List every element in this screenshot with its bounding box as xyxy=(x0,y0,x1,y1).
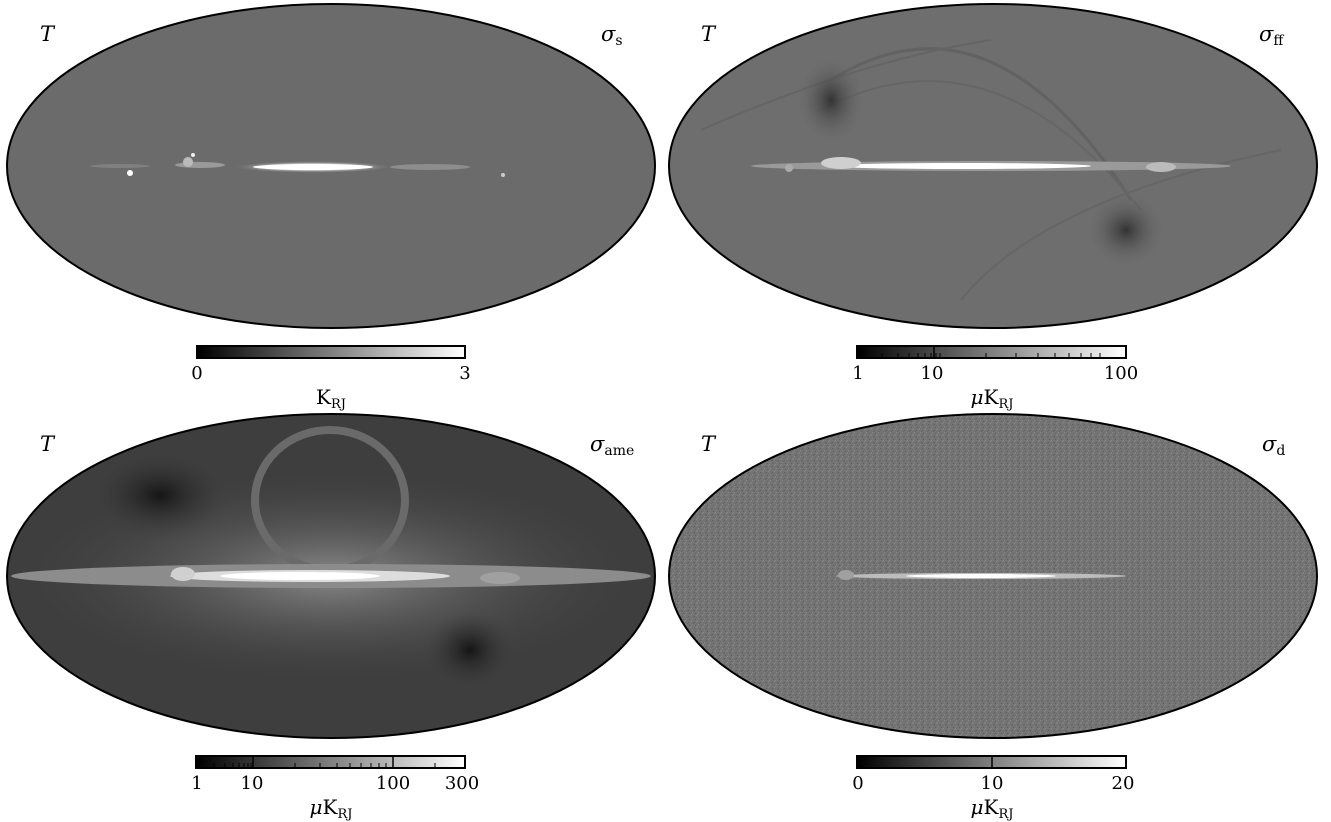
component-subscript: ame xyxy=(604,443,635,459)
unit-prefix: μ xyxy=(309,795,323,819)
stokes-label: T xyxy=(701,22,716,46)
unit-sub: RJ xyxy=(330,397,346,412)
component-subscript: ff xyxy=(1273,33,1284,49)
colorbar-tick-label: 100 xyxy=(375,773,411,794)
component-subscript: d xyxy=(1276,443,1286,459)
colorbar xyxy=(856,755,1127,769)
colorbar xyxy=(856,345,1127,359)
unit-prefix: μ xyxy=(970,795,984,819)
unit-sub: RJ xyxy=(998,397,1014,412)
component-symbol: σ xyxy=(590,432,605,456)
unit-main: K xyxy=(983,385,999,409)
map-panel-dust: T σd 0 10 20 μKRJ xyxy=(661,410,1326,822)
unit-main: K xyxy=(316,385,331,409)
component-label: σame xyxy=(590,432,634,459)
unit-sub: RJ xyxy=(998,807,1014,822)
unit-prefix: μ xyxy=(970,385,984,409)
unit-main: K xyxy=(983,795,999,819)
colorbar-tick-label: 300 xyxy=(444,773,480,794)
component-subscript: s xyxy=(615,33,623,49)
unit-sub: RJ xyxy=(337,807,353,822)
colorbar-tick-label: 100 xyxy=(1103,363,1139,384)
component-label: σd xyxy=(1262,432,1285,459)
colorbar-tick-label: 0 xyxy=(191,363,203,384)
colorbar-ticks xyxy=(991,757,993,767)
component-symbol: σ xyxy=(1259,22,1274,46)
map-panel-freefree: T σff 1 10 100 μKRJ xyxy=(661,0,1326,412)
component-symbol: σ xyxy=(1262,432,1277,456)
colorbar-tick-label: 10 xyxy=(920,363,944,384)
colorbar-tick-label: 1 xyxy=(191,773,203,794)
stokes-label: T xyxy=(40,432,55,456)
colorbar-ticks xyxy=(213,757,436,767)
stokes-label: T xyxy=(701,432,716,456)
colorbar-tick-label: 1 xyxy=(852,363,864,384)
mollweide-map xyxy=(668,413,1318,739)
unit-main: K xyxy=(322,795,338,819)
colorbar-tick-label: 20 xyxy=(1111,773,1135,794)
colorbar-unit: μKRJ xyxy=(971,385,1014,412)
colorbar-tick-label: 10 xyxy=(980,773,1004,794)
colorbar xyxy=(196,345,466,359)
colorbar-ticks xyxy=(881,347,1101,357)
component-label: σff xyxy=(1259,22,1283,49)
stokes-label: T xyxy=(40,22,55,46)
colorbar-tick-label: 3 xyxy=(459,363,471,384)
map-panel-synchrotron: T σs 0 3 KRJ xyxy=(0,0,665,412)
mollweide-map xyxy=(6,3,656,329)
colorbar-tick-label: 10 xyxy=(240,773,264,794)
colorbar-tick-label: 0 xyxy=(852,773,864,794)
colorbar-unit: KRJ xyxy=(316,385,346,412)
map-panel-ame: T σame 1 10 100 300 μKRJ xyxy=(0,410,665,822)
mollweide-map xyxy=(668,3,1318,329)
component-label: σs xyxy=(601,22,623,49)
mollweide-map xyxy=(6,413,656,739)
colorbar-unit: μKRJ xyxy=(310,795,353,822)
colorbar xyxy=(195,755,466,769)
component-symbol: σ xyxy=(601,22,616,46)
colorbar-unit: μKRJ xyxy=(971,795,1014,822)
